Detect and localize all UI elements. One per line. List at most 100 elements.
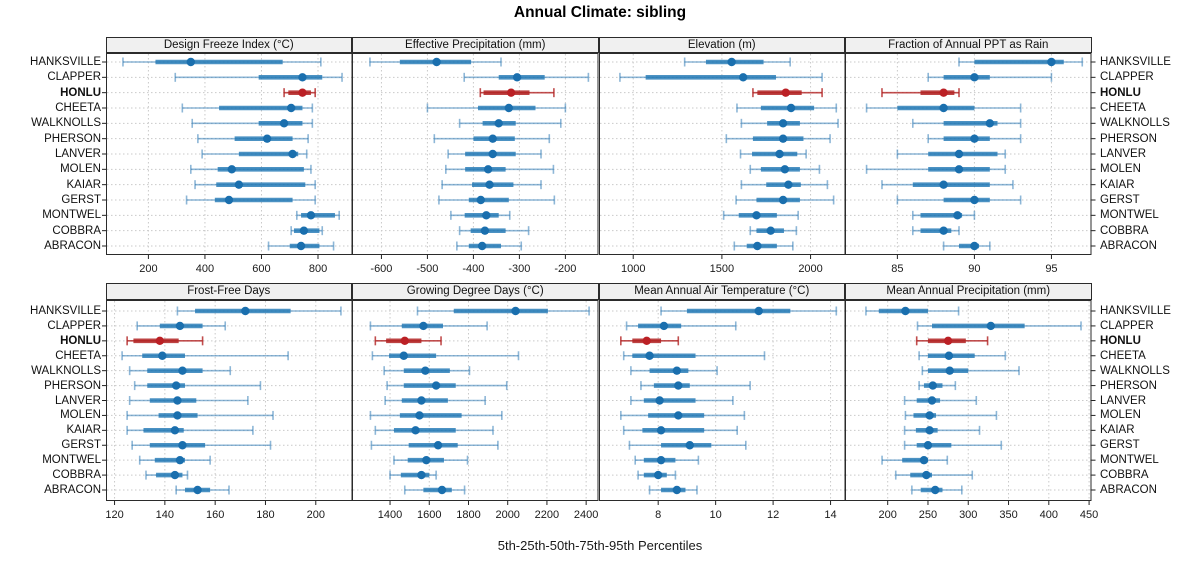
median-dot [297,73,307,82]
median-dot [296,241,305,251]
series-cobbra [289,226,323,236]
site-label-cobbra: COBBRA [52,224,101,237]
median-dot [512,73,522,82]
series-honlu [479,88,555,98]
site-label-kaiar: KAIAR [1100,424,1135,437]
median-dot [422,455,431,465]
series-hanksville [958,57,1084,67]
median-dot [970,134,979,143]
median-dot [923,441,933,450]
site-label-cobbra: COBBRA [1100,224,1149,237]
series-clapper [927,72,1053,82]
series-honlu [881,88,960,98]
median-dot [754,306,763,316]
site-label-gerst: GERST [61,439,101,452]
series-cheeta [622,351,765,361]
median-dot [778,195,787,205]
panel-strip-mean-annual-precipitation-mm: Mean Annual Precipitation (mm) [845,283,1092,300]
series-kaiar [125,425,254,435]
median-dot [778,119,787,128]
axis-tick-label: 250 [919,509,937,521]
median-dot [953,211,962,220]
series-gerst [903,440,1003,450]
median-dot [421,366,430,375]
site-label-cheeta: CHEETA [1100,349,1146,362]
panel-border [845,300,1092,501]
series-abracon [733,241,794,251]
panel-border [598,300,845,501]
series-gerst [370,440,499,450]
median-dot [170,426,179,435]
axis-tick-label: -500 [416,263,438,275]
median-dot [765,226,775,235]
panel-plot-elevation-m: 1000 1500 2000 [598,53,845,275]
series-lanver [128,396,249,406]
median-dot [986,321,996,331]
series-pherson [386,381,508,391]
series-honlu [751,88,823,98]
panel-plot-design-freeze-index-c: 200 400 600 800 [101,53,352,275]
series-montwel [911,210,976,220]
series-honlu [619,336,679,346]
median-dot [482,211,491,220]
median-dot [738,73,747,82]
axis-tick-label: 200 [306,509,324,521]
median-dot [504,103,514,113]
median-dot [780,165,789,174]
series-clapper [463,72,590,82]
series-pherson [196,134,309,144]
panel-strip-effective-precipitation-mm: Effective Precipitation (mm) [352,36,599,53]
median-dot [170,470,179,480]
panel-strip-elevation-m: Elevation (m) [598,36,845,53]
median-dot [778,134,787,143]
site-label-gerst: GERST [1100,193,1140,206]
series-abracon [456,241,523,251]
axis-tick-label: 450 [1080,509,1098,521]
median-dot [653,470,662,480]
median-dot [262,134,271,143]
series-abracon [942,241,991,251]
series-walknolls [128,366,231,376]
series-pherson [725,134,831,144]
series-gerst [628,440,747,450]
series-molen [748,164,820,174]
series-gerst [896,195,1022,205]
series-lanver [739,149,807,159]
series-montwel [633,455,699,465]
axis-tick-label: 600 [252,263,270,275]
series-pherson [133,381,261,391]
median-dot [234,180,243,189]
panel-border [845,53,1092,255]
panel-plot-frost-free-days: 120 140 160 180 200 [101,300,352,521]
median-dot [494,119,503,128]
median-dot [419,321,428,331]
panel-plot-mean-annual-precipitation-mm: 200 250 300 350 400 450 [845,300,1098,521]
panel-strip-growing-degree-days-c: Growing Degree Days (°C) [352,283,599,300]
site-label-honlu: HONLU [60,334,101,347]
series-cheeta [918,351,1007,361]
series-molen [125,410,274,420]
axis-tick-label: 2400 [574,509,598,521]
axis-tick-label: 85 [891,263,903,275]
median-dot [641,336,651,346]
median-dot [922,470,931,480]
median-dot [399,351,408,360]
site-label-walknolls: WALKNOLLS [1100,117,1170,130]
series-pherson [433,134,551,144]
series-kaiar [903,425,981,435]
median-dot [411,426,420,435]
series-hanksville [369,57,502,67]
median-dot [939,226,948,235]
panel-border [352,53,599,255]
series-lanver [447,149,542,159]
median-dot [673,381,682,390]
site-label-hanksville: HANKSVILLE [1100,305,1171,317]
median-dot [279,119,288,128]
series-abracon [267,241,334,251]
series-montwel [881,455,949,465]
series-cobbra [894,470,974,480]
axis-tick-label: 14 [824,509,836,521]
median-dot [417,470,426,480]
series-walknolls [190,118,313,128]
